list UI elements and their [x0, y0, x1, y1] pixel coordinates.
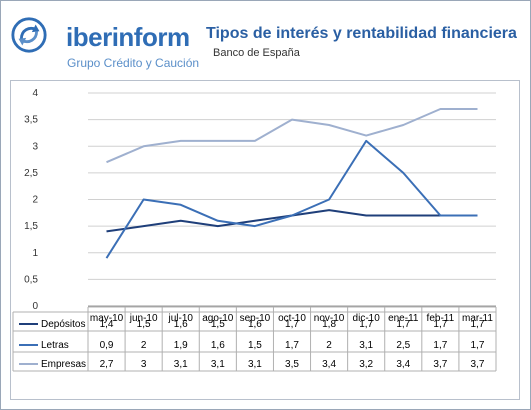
- data-label: 3,1: [174, 359, 188, 370]
- data-label: 3,7: [471, 359, 485, 370]
- data-label: 1,5: [211, 319, 225, 330]
- legend-label: Empresas: [41, 359, 86, 370]
- series-lines: [105, 108, 478, 259]
- data-label: 3,7: [433, 359, 447, 370]
- legend-label: Depósitos: [41, 319, 85, 330]
- x-tick-label: sep-10: [240, 313, 271, 324]
- series-line-1: [106, 209, 478, 233]
- y-tick-label: 2,5: [24, 168, 38, 179]
- brand-tagline: Grupo Crédito y Caución: [67, 56, 200, 70]
- y-tick-label: 1,5: [24, 221, 38, 232]
- data-label: 1,8: [322, 319, 336, 330]
- y-tick-label: 3: [32, 141, 38, 152]
- data-table: may-10 jun-10 jul-10 ago-10 sep-10 oct-10 nov-…: [12, 306, 497, 372]
- x-tick-label: mar-11: [462, 313, 493, 324]
- chart-subtitle: Banco de España: [213, 47, 300, 59]
- data-label: 1,7: [285, 319, 299, 330]
- x-tick-label: jun-10: [129, 313, 158, 324]
- brand-name-bold: iber: [66, 22, 112, 52]
- data-label: 1,6: [248, 319, 262, 330]
- data-label: 3,1: [211, 359, 225, 370]
- data-label: 3,4: [396, 359, 410, 370]
- x-tick-label: may-10: [90, 313, 124, 324]
- y-axis-ticks: 0 0,5 1 1,5 2 2,5 3 3,5 4: [24, 88, 38, 312]
- data-label: 1,6: [211, 340, 225, 351]
- x-tick-label: nov-10: [314, 313, 345, 324]
- data-label: 2,7: [100, 359, 114, 370]
- line-chart: 0 0,5 1 1,5 2 2,5 3 3,5 4 may-10 jun-10 jul-10 ago-…: [12, 88, 497, 372]
- data-label: 1,7: [471, 340, 485, 351]
- chart-title: Tipos de interés y rentabilidad financie…: [206, 25, 517, 42]
- data-label: 0,9: [100, 340, 114, 351]
- x-tick-label: oct-10: [278, 313, 306, 324]
- data-label: 3: [141, 359, 147, 370]
- data-label: 1,7: [433, 319, 447, 330]
- recycle-arrows-icon: [11, 17, 47, 53]
- x-tick-label: ene-11: [388, 313, 419, 324]
- data-label: 1,7: [285, 340, 299, 351]
- data-label: 1,5: [248, 340, 262, 351]
- x-tick-label: feb-11: [427, 313, 455, 324]
- y-tick-label: 0,5: [24, 274, 38, 285]
- data-label: 1,6: [174, 319, 188, 330]
- data-label: 3,4: [322, 359, 336, 370]
- y-tick-label: 4: [32, 88, 38, 99]
- y-tick-label: 1: [32, 248, 38, 259]
- data-label: 1,7: [471, 319, 485, 330]
- data-label: 2: [141, 340, 147, 351]
- data-label: 1,9: [174, 340, 188, 351]
- data-label: 1,4: [100, 319, 114, 330]
- iberinform-logo: iberinform Grupo Crédito y Caución: [6, 10, 199, 70]
- x-tick-label: dic-10: [353, 313, 381, 324]
- data-label: 2,5: [396, 340, 410, 351]
- series-line-2: [105, 139, 478, 259]
- data-label: 1,5: [137, 319, 151, 330]
- x-tick-label: ago-10: [202, 313, 234, 324]
- data-label: 3,5: [285, 359, 299, 370]
- data-label: 2: [326, 340, 332, 351]
- chart-area: 0 0,5 1 1,5 2 2,5 3 3,5 4 may-10 jun-10 jul-10 ago-…: [10, 80, 520, 400]
- brand-name: iberinform: [66, 22, 190, 53]
- brand-name-rest: inform: [111, 22, 190, 52]
- data-label: 1,7: [433, 340, 447, 351]
- data-label: 3,2: [359, 359, 373, 370]
- data-label: 3,1: [248, 359, 262, 370]
- legend-label: Letras: [41, 340, 69, 351]
- y-tick-label: 3,5: [24, 115, 38, 126]
- data-label: 1,7: [396, 319, 410, 330]
- data-label: 1,7: [359, 319, 373, 330]
- y-tick-label: 2: [32, 195, 38, 206]
- data-label: 3,1: [359, 340, 373, 351]
- y-tick-label: 0: [32, 301, 38, 312]
- header: iberinform Grupo Crédito y Caución Tipos…: [0, 0, 531, 78]
- x-tick-label: jul-10: [167, 313, 193, 324]
- series-line-3: [106, 108, 478, 164]
